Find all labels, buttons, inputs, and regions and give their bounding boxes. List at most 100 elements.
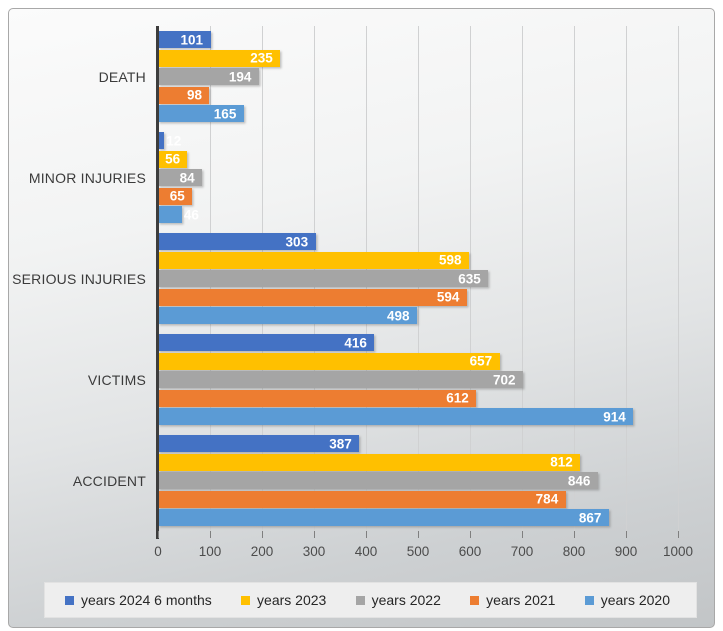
bar xyxy=(158,49,281,67)
bar-row: 56 xyxy=(158,150,678,168)
bar xyxy=(158,86,209,104)
legend-label: years 2020 xyxy=(600,592,670,608)
bar xyxy=(158,150,188,168)
x-axis-tick xyxy=(314,531,315,538)
bar-value-label: 84 xyxy=(179,170,195,185)
bar-group: 101 235 194 98 165 xyxy=(158,26,678,127)
category-axis: DEATH MINOR INJURIES SERIOUS INJURIES VICTI… xyxy=(9,26,146,531)
x-axis-tick-label: 100 xyxy=(198,544,222,559)
bar xyxy=(158,435,360,452)
bar-value-label: 65 xyxy=(169,188,185,204)
bar-row: 635 xyxy=(158,270,678,287)
bar-group: 12 56 84 65 46 xyxy=(158,127,678,228)
legend-label: years 2021 xyxy=(486,592,556,608)
bar-row: 65 xyxy=(158,187,678,205)
y-axis-line xyxy=(156,26,159,539)
bar-row: 612 xyxy=(158,389,678,407)
legend-item: years 2021 xyxy=(470,592,555,608)
legend: years 2024 6 months years 2023 years 2022 y… xyxy=(44,582,697,618)
x-axis-tick xyxy=(678,531,679,538)
bar xyxy=(158,472,598,489)
bar-value-label: 194 xyxy=(228,69,252,84)
legend-label: years 2023 xyxy=(257,592,327,608)
category-label: ACCIDENT xyxy=(72,472,146,489)
bar-value-label: 612 xyxy=(446,390,469,406)
gridline xyxy=(574,26,575,531)
bar xyxy=(158,31,211,48)
category-label: DEATH xyxy=(98,68,146,85)
bar xyxy=(158,509,609,526)
bar xyxy=(158,169,202,186)
bar-value-label: 387 xyxy=(329,436,352,451)
x-axis-tick-label: 1000 xyxy=(662,544,694,559)
x-axis-tick-label: 500 xyxy=(406,544,430,559)
bar-row: 235 xyxy=(158,49,678,67)
bar-row: 12 xyxy=(158,132,678,149)
bar-row: 46 xyxy=(158,206,678,223)
legend-item: years 2020 xyxy=(584,592,670,608)
bar-row: 498 xyxy=(158,307,678,324)
bar-value-label: 498 xyxy=(386,308,410,323)
bar-value-label: 46 xyxy=(183,207,199,222)
bar xyxy=(158,352,500,370)
x-axis-tick xyxy=(418,531,419,538)
bar-value-label: 867 xyxy=(578,510,602,525)
x-axis-tick-label: 600 xyxy=(458,544,482,559)
legend-swatch xyxy=(355,595,365,605)
bar-value-label: 12 xyxy=(166,133,182,148)
bar-value-label: 98 xyxy=(186,87,202,103)
bar-value-label: 165 xyxy=(213,106,237,121)
bar-row: 101 xyxy=(158,31,678,48)
legend-swatch xyxy=(65,595,74,605)
bar-value-label: 846 xyxy=(567,473,591,488)
bar-value-label: 594 xyxy=(436,289,460,305)
x-axis-tick xyxy=(262,531,263,538)
legend-swatch xyxy=(241,595,251,605)
category-label: VICTIMS xyxy=(87,371,146,388)
bar-group: 387 812 846 784 867 xyxy=(158,430,678,531)
bar-row: 387 xyxy=(158,435,678,452)
bar xyxy=(158,307,417,324)
x-axis-tick-label: 400 xyxy=(354,544,378,559)
bar-row: 812 xyxy=(158,453,678,471)
x-axis-tick-label: 200 xyxy=(250,544,274,559)
bar-row: 165 xyxy=(158,105,678,122)
bar-row: 594 xyxy=(158,288,678,306)
bar xyxy=(158,270,489,287)
legend-label: years 2022 xyxy=(371,592,441,608)
legend-item: years 2024 6 months xyxy=(65,592,212,608)
bar-row: 702 xyxy=(158,371,678,388)
bar xyxy=(158,187,192,205)
legend-item: years 2022 xyxy=(355,592,441,608)
x-axis-tick xyxy=(574,531,575,538)
bar xyxy=(158,105,244,122)
bar-value-label: 235 xyxy=(250,50,273,66)
bar xyxy=(158,233,316,250)
category-label: MINOR INJURIES xyxy=(28,169,146,186)
bar-group: 303 598 635 594 498 xyxy=(158,228,678,329)
x-axis-tick xyxy=(210,531,211,538)
bar xyxy=(158,408,634,425)
gridline xyxy=(626,26,627,531)
bar xyxy=(158,206,182,223)
bar xyxy=(158,132,165,149)
bar xyxy=(158,68,259,85)
bar-value-label: 56 xyxy=(165,151,181,167)
bar xyxy=(158,334,375,351)
category-label: SERIOUS INJURIES xyxy=(12,270,146,287)
x-axis-tick xyxy=(626,531,627,538)
bar-row: 914 xyxy=(158,408,678,425)
x-axis-tick-label: 0 xyxy=(154,544,162,559)
bar-value-label: 416 xyxy=(344,335,367,350)
bar-row: 846 xyxy=(158,472,678,489)
bar-row: 98 xyxy=(158,86,678,104)
bar-row: 416 xyxy=(158,334,678,351)
gridline xyxy=(522,26,523,531)
x-axis-tick xyxy=(470,531,471,538)
bar-row: 867 xyxy=(158,509,678,526)
x-axis-tick-label: 300 xyxy=(302,544,326,559)
x-axis-tick xyxy=(522,531,523,538)
bar-row: 303 xyxy=(158,233,678,250)
bar-value-label: 914 xyxy=(603,409,626,424)
legend-swatch xyxy=(584,595,594,605)
